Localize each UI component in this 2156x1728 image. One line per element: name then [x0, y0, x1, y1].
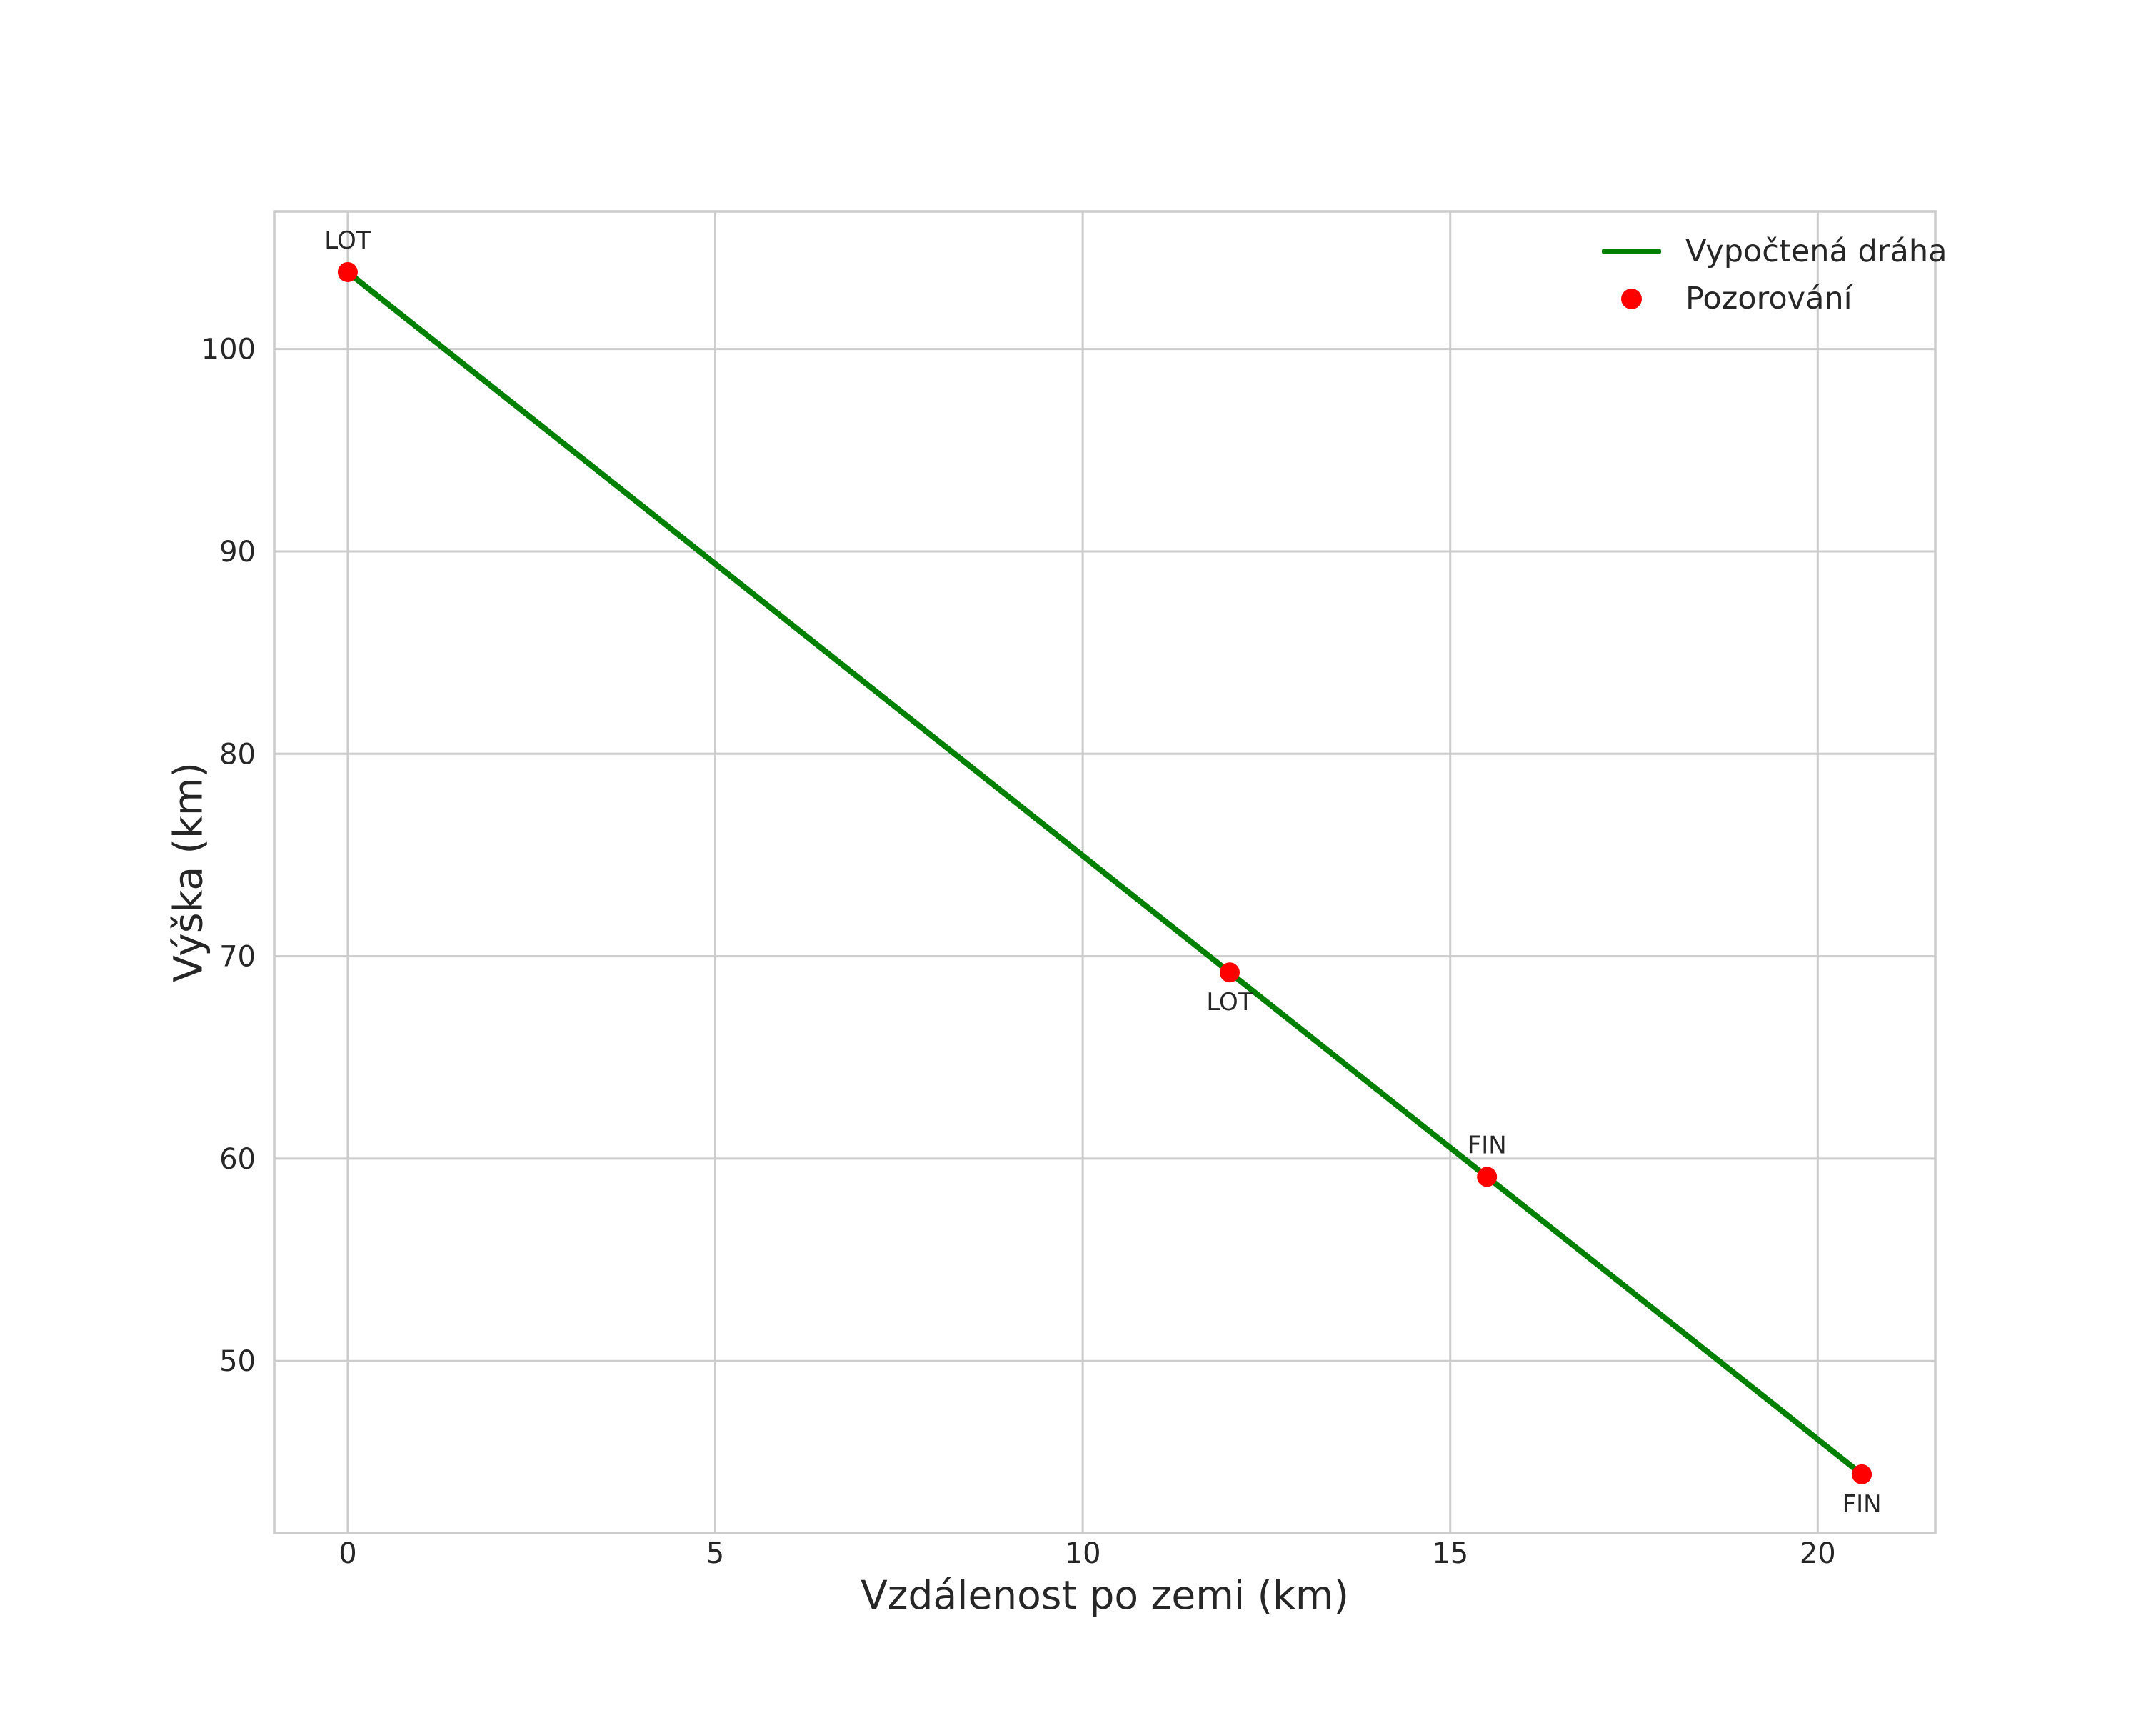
plot-border [273, 210, 1937, 1534]
y-tick-label: 60 [219, 1143, 256, 1176]
legend-label-observations: Pozorování [1685, 280, 1852, 316]
y-tick-label: 100 [201, 334, 256, 366]
y-tick-label: 90 [219, 536, 256, 569]
legend-entry-trajectory: Vypočtená dráha [1602, 228, 1947, 275]
observation-marker-sample [1621, 288, 1642, 309]
legend-entry-observations: Pozorování [1602, 275, 1947, 322]
legend-marker-swatch [1602, 288, 1661, 309]
x-tick-label: 0 [339, 1537, 356, 1570]
legend-label-trajectory: Vypočtená dráha [1685, 233, 1947, 269]
observation-point [1477, 1167, 1498, 1187]
x-tick-label: 10 [1065, 1537, 1101, 1570]
x-tick-label: 15 [1432, 1537, 1468, 1570]
x-tick-label: 5 [706, 1537, 724, 1570]
observation-point [1219, 962, 1240, 983]
x-axis-label: Vzdálenost po zemi (km) [861, 1572, 1349, 1618]
legend-line-swatch [1602, 249, 1661, 254]
y-tick-label: 50 [219, 1345, 256, 1378]
x-tick-label: 20 [1800, 1537, 1836, 1570]
point-label: FIN [1468, 1131, 1507, 1159]
y-tick-label: 80 [219, 738, 256, 771]
trajectory-line-sample [1602, 249, 1661, 254]
y-axis-label: Výška (km) [165, 762, 211, 982]
point-label: LOT [324, 226, 371, 255]
point-label: LOT [1206, 988, 1253, 1017]
y-tick-label: 70 [219, 941, 256, 974]
observation-point [1852, 1464, 1872, 1484]
observation-point [337, 261, 358, 282]
trajectory-line [344, 269, 1865, 1477]
legend: Vypočtená dráha Pozorování [1602, 228, 1947, 322]
point-label: FIN [1842, 1490, 1882, 1519]
